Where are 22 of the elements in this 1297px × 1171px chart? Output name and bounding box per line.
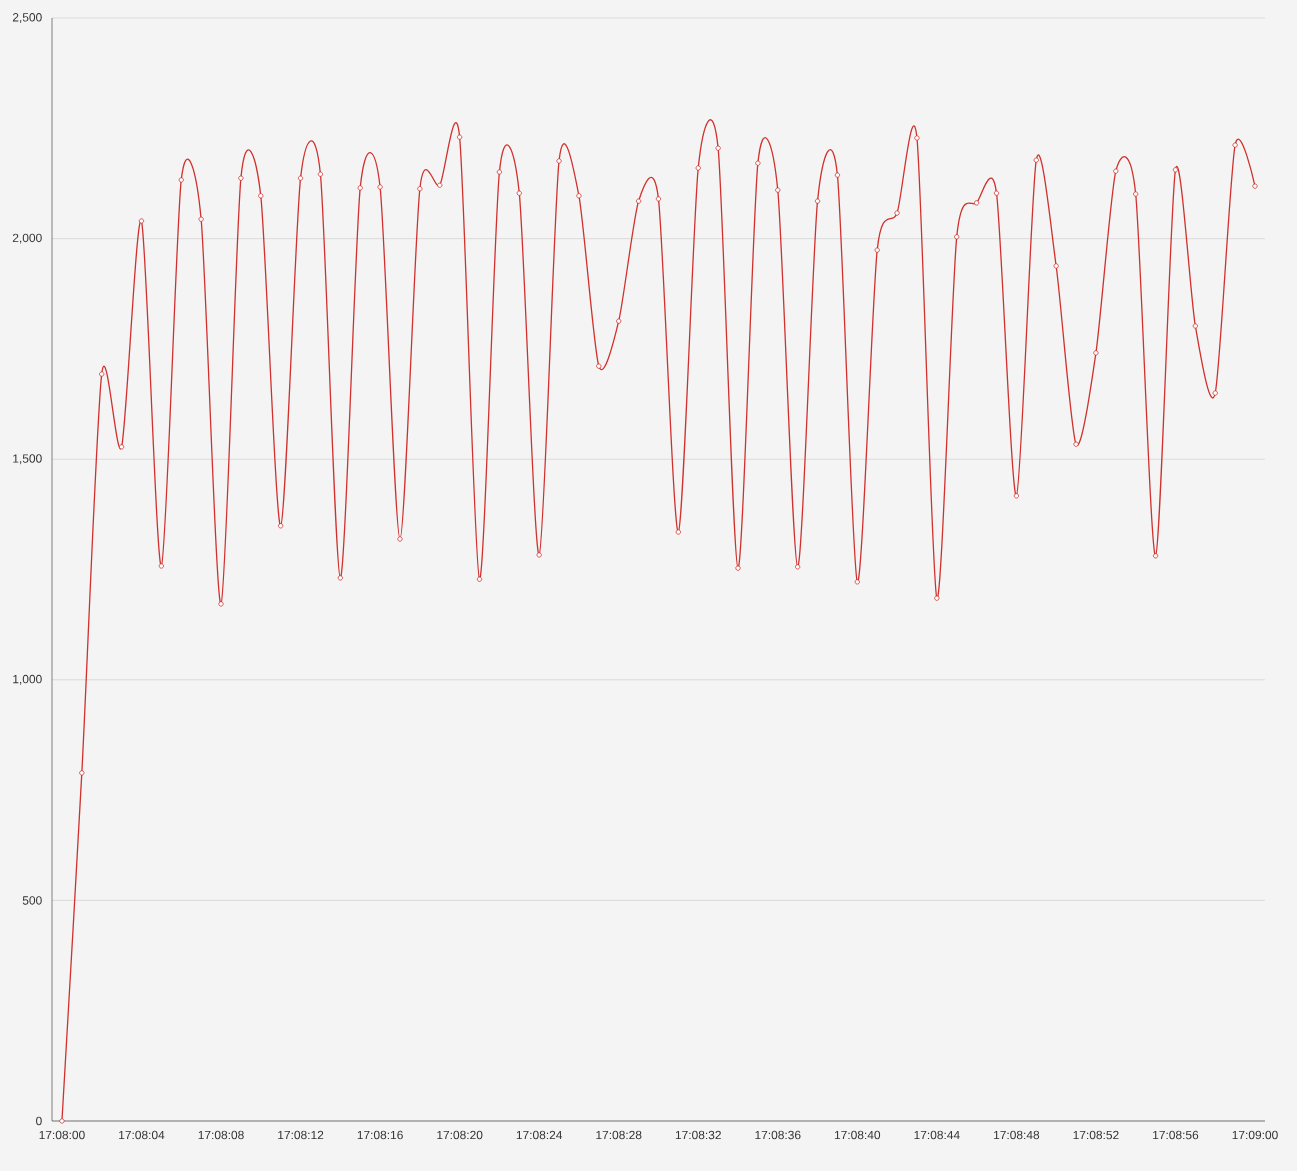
x-tick-label: 17:08:04	[119, 1130, 165, 1140]
x-tick-label: 17:08:00	[39, 1130, 85, 1140]
x-tick-label: 17:08:52	[1073, 1130, 1119, 1140]
y-tick-label: 0	[36, 1116, 42, 1126]
x-tick-label: 17:08:48	[994, 1130, 1040, 1140]
x-tick-label: 17:08:16	[357, 1130, 403, 1140]
y-tick-label: 500	[22, 896, 42, 905]
x-tick-label: 17:08:40	[834, 1130, 881, 1140]
x-tick-label: 17:08:08	[198, 1130, 244, 1140]
y-tick-label: 1,500	[13, 454, 42, 465]
x-tick-label: 17:08:36	[755, 1130, 801, 1140]
x-tick-label: 17:08:20	[437, 1130, 483, 1140]
x-tick-label: 17:08:56	[1153, 1130, 1199, 1140]
x-tick-label: 17:08:44	[914, 1130, 960, 1140]
y-tick-label: 2,000	[12, 233, 42, 244]
x-tick-label: 17:08:32	[675, 1130, 721, 1140]
x-tick-label: 17:09:00	[1232, 1130, 1278, 1140]
y-tick-label: 1,000	[13, 674, 42, 685]
x-tick-label: 17:08:24	[516, 1130, 563, 1140]
x-tick-label: 17:08:28	[596, 1130, 642, 1140]
y-tick-label: 2,500	[12, 13, 42, 23]
x-tick-label: 17:08:12	[278, 1130, 324, 1140]
